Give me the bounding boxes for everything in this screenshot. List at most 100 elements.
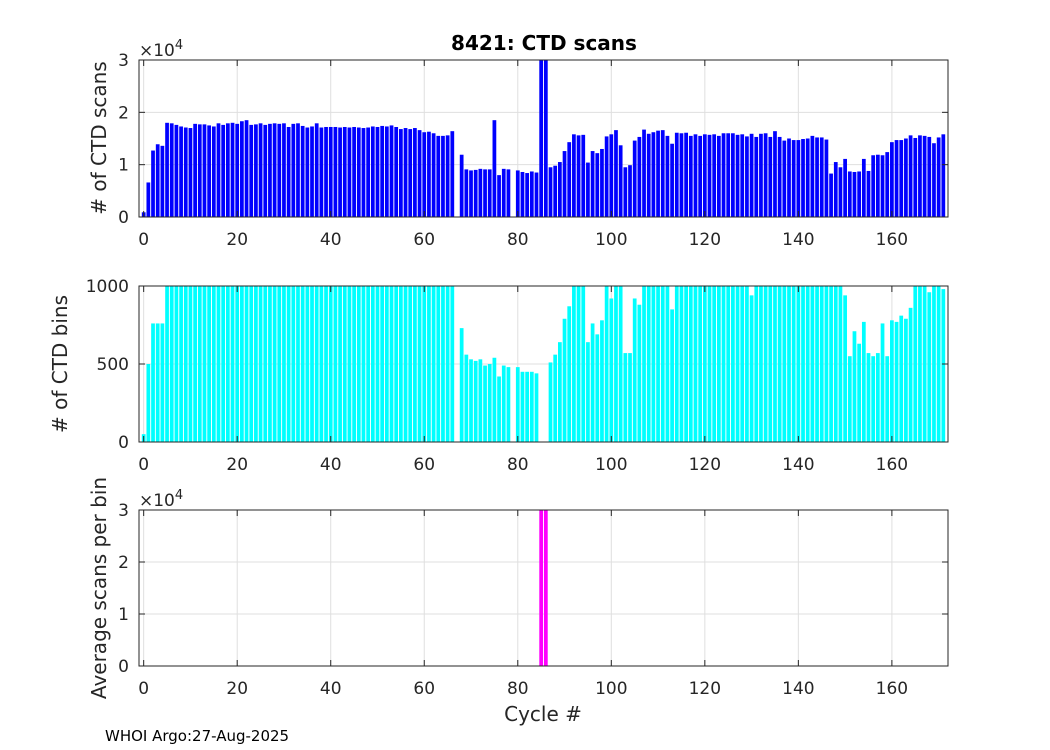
- bar-scans-cycle-97: [595, 153, 600, 217]
- bar-bins-cycle-26: [263, 286, 268, 442]
- bar-bins-cycle-122: [712, 286, 717, 442]
- bar-scans-cycle-132: [759, 133, 763, 217]
- bar-scans-cycle-15: [211, 126, 216, 217]
- bar-scans-cycle-5: [165, 122, 169, 217]
- bar-scans-cycle-121: [707, 134, 712, 217]
- bar-scans-cycle-62: [431, 133, 436, 217]
- bar-scans-cycle-127: [735, 134, 740, 217]
- bar-bins-cycle-21: [240, 286, 244, 442]
- y-axis-label: # of CTD bins: [48, 295, 72, 433]
- x-tick-label: 160: [876, 679, 908, 699]
- y-axis-label: # of CTD scans: [87, 61, 111, 214]
- bar-bins-cycle-51: [380, 286, 385, 442]
- bar-scans-cycle-37: [314, 123, 319, 217]
- x-tick-label: 100: [595, 230, 627, 250]
- bar-scans-cycle-19: [230, 122, 235, 217]
- bar-scans-cycle-27: [268, 123, 272, 217]
- x-tick-label: 80: [507, 679, 529, 699]
- bar-bins-cycle-143: [810, 286, 815, 442]
- y-tick-label: 1: [118, 156, 129, 176]
- bar-bins-cycle-41: [333, 286, 338, 442]
- bar-bins-cycle-145: [819, 286, 824, 442]
- bar-scans-cycle-161: [894, 140, 899, 217]
- bar-bins-cycle-48: [366, 286, 371, 442]
- bar-bins-cycle-54: [394, 286, 399, 442]
- x-tick-label: 80: [507, 455, 529, 475]
- bar-bins-cycle-69: [464, 354, 469, 442]
- bar-scans-cycle-149: [838, 167, 843, 217]
- bar-bins-cycle-116: [684, 286, 688, 442]
- bar-scans-cycle-101: [614, 130, 618, 217]
- scans-subplot: 0 20 40 60 80 100 120 140 160 0 1 2 3 ×104 # of CTD sc…: [87, 38, 949, 250]
- bar-bins-cycle-19: [230, 286, 235, 442]
- bar-scans-cycle-63: [436, 135, 441, 217]
- bar-bins-cycle-104: [628, 353, 632, 442]
- bar-bins-cycle-123: [716, 286, 721, 442]
- bar-scans-cycle-52: [384, 126, 389, 217]
- bar-scans-cycle-64: [441, 135, 445, 217]
- bar-scans-cycle-155: [866, 170, 871, 217]
- bar-scans-cycle-139: [791, 140, 796, 217]
- y-exponent-label: ×104: [139, 38, 183, 61]
- bar-scans-cycle-87: [548, 167, 553, 217]
- bar-scans-cycle-30: [282, 123, 286, 217]
- bar-scans-cycle-45: [352, 126, 356, 217]
- bar-bins-cycle-64: [441, 286, 445, 442]
- bar-bins-cycle-112: [665, 286, 670, 442]
- bar-bins-cycle-66: [450, 286, 455, 442]
- bar-scans-cycle-108: [646, 133, 651, 217]
- x-tick-label: 140: [782, 455, 814, 475]
- bar-bins-cycle-166: [918, 286, 922, 442]
- bar-scans-cycle-24: [254, 124, 258, 217]
- bar-bins-cycle-44: [347, 286, 352, 442]
- bar-scans-cycle-20: [235, 123, 240, 217]
- bar-bins-cycle-124: [721, 286, 726, 442]
- bar-scans-cycle-90: [562, 151, 567, 217]
- bar-scans-cycle-100: [609, 134, 614, 217]
- bar-bins-cycle-148: [833, 286, 838, 442]
- bar-scans-cycle-164: [908, 135, 913, 217]
- bar-bins-cycle-134: [768, 286, 773, 442]
- bar-scans-cycle-9: [183, 127, 188, 217]
- bar-bins-cycle-163: [904, 318, 908, 442]
- x-tick-label: 140: [782, 230, 814, 250]
- bar-bins-cycle-61: [427, 286, 431, 442]
- bar-scans-cycle-102: [618, 145, 623, 217]
- bar-bins-cycle-151: [847, 356, 852, 442]
- bar-bins-cycle-93: [576, 286, 581, 442]
- bar-scans-cycle-84: [534, 172, 539, 217]
- bar-bins-cycle-47: [361, 286, 366, 442]
- bar-bins-cycle-132: [759, 286, 763, 442]
- bar-bins-cycle-65: [445, 286, 450, 442]
- bar-scans-cycle-70: [469, 170, 473, 217]
- bar-bins-cycle-128: [740, 286, 745, 442]
- bar-scans-cycle-104: [628, 165, 632, 217]
- bar-bins-cycle-22: [244, 286, 249, 442]
- bar-scans-cycle-18: [225, 123, 230, 217]
- bar-bins-cycle-80: [515, 367, 520, 442]
- bar-bins-cycle-159: [885, 356, 890, 442]
- bar-scans-cycle-81: [520, 171, 525, 217]
- x-tick-label: 60: [413, 455, 435, 475]
- bar-scans-cycle-145: [819, 137, 824, 217]
- bar-bins-cycle-149: [838, 286, 843, 442]
- bar-bins-cycle-167: [922, 286, 927, 442]
- bar-bins-cycle-133: [763, 286, 768, 442]
- bar-bins-cycle-140: [796, 286, 801, 442]
- bar-scans-cycle-83: [529, 171, 534, 217]
- bar-scans-cycle-40: [328, 126, 333, 217]
- bar-scans-cycle-39: [324, 126, 328, 217]
- x-tick-label: 100: [595, 455, 627, 475]
- bar-bins-cycle-147: [829, 286, 833, 442]
- bar-bins-cycle-11: [193, 286, 197, 442]
- y-tick-label: 0: [118, 433, 129, 453]
- bar-scans-cycle-82: [525, 173, 529, 217]
- bar-bins-cycle-125: [726, 286, 731, 442]
- bar-scans-cycle-118: [693, 134, 698, 217]
- bar-scans-cycle-153: [857, 171, 862, 217]
- bar-bins-cycle-56: [403, 286, 408, 442]
- bar-bins-cycle-164: [908, 307, 913, 442]
- bar-scans-cycle-148: [833, 162, 838, 217]
- bar-bins-cycle-14: [207, 286, 212, 442]
- bar-bins-cycle-102: [618, 286, 623, 442]
